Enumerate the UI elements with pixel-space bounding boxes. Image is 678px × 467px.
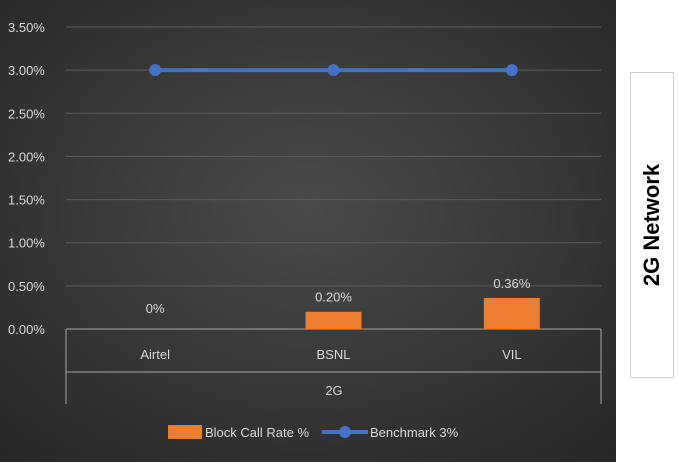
- y-tick-label: 3.00%: [8, 63, 45, 78]
- benchmark-point-airtel: [149, 64, 162, 77]
- y-tick-label: 1.50%: [8, 193, 45, 208]
- y-tick-label: 3.50%: [8, 20, 45, 35]
- bar-bsnl: [305, 311, 362, 329]
- data-label: 0.36%: [493, 276, 530, 291]
- data-labels: 0% 0.20% 0.36%: [146, 276, 531, 316]
- benchmark-point-bsnl: [327, 64, 340, 77]
- y-tick-label: 0.50%: [8, 279, 45, 294]
- x-tick-label: VIL: [502, 347, 522, 362]
- legend-swatch-marker: [339, 426, 351, 438]
- y-tick-label: 2.00%: [8, 149, 45, 164]
- line-series: [149, 64, 518, 77]
- chart-svg: 0.00% 0.50% 1.00% 1.50% 2.00% 2.50% 3.00% 3.50%…: [0, 0, 616, 462]
- y-tick-label: 1.00%: [8, 236, 45, 251]
- x-tick-label: Airtel: [140, 347, 170, 362]
- chart-panel: 0.00% 0.50% 1.00% 1.50% 2.00% 2.50% 3.00% 3.50%…: [0, 0, 616, 462]
- benchmark-point-vil: [505, 64, 518, 77]
- chart-background: [0, 0, 616, 462]
- legend-swatch-bar: [168, 425, 202, 439]
- legend: Block Call Rate % Benchmark 3%: [168, 425, 459, 440]
- side-label-box: 2G Network: [630, 72, 674, 378]
- bar-vil: [483, 297, 540, 329]
- legend-label: Benchmark 3%: [370, 425, 459, 440]
- side-label: 2G Network: [639, 163, 664, 287]
- x-tick-label: BSNL: [317, 347, 351, 362]
- y-tick-label: 0.00%: [8, 322, 45, 337]
- x-axis-category-labels: Airtel BSNL VIL: [140, 347, 521, 362]
- x-axis-group-label: 2G: [325, 383, 342, 398]
- y-tick-label: 2.50%: [8, 106, 45, 121]
- y-axis-tick-labels: 0.00% 0.50% 1.00% 1.50% 2.00% 2.50% 3.00% 3.50%: [8, 20, 45, 337]
- data-label: 0.20%: [315, 290, 352, 305]
- data-label: 0%: [146, 301, 165, 316]
- legend-label: Block Call Rate %: [205, 425, 309, 440]
- bar-series: [305, 297, 540, 329]
